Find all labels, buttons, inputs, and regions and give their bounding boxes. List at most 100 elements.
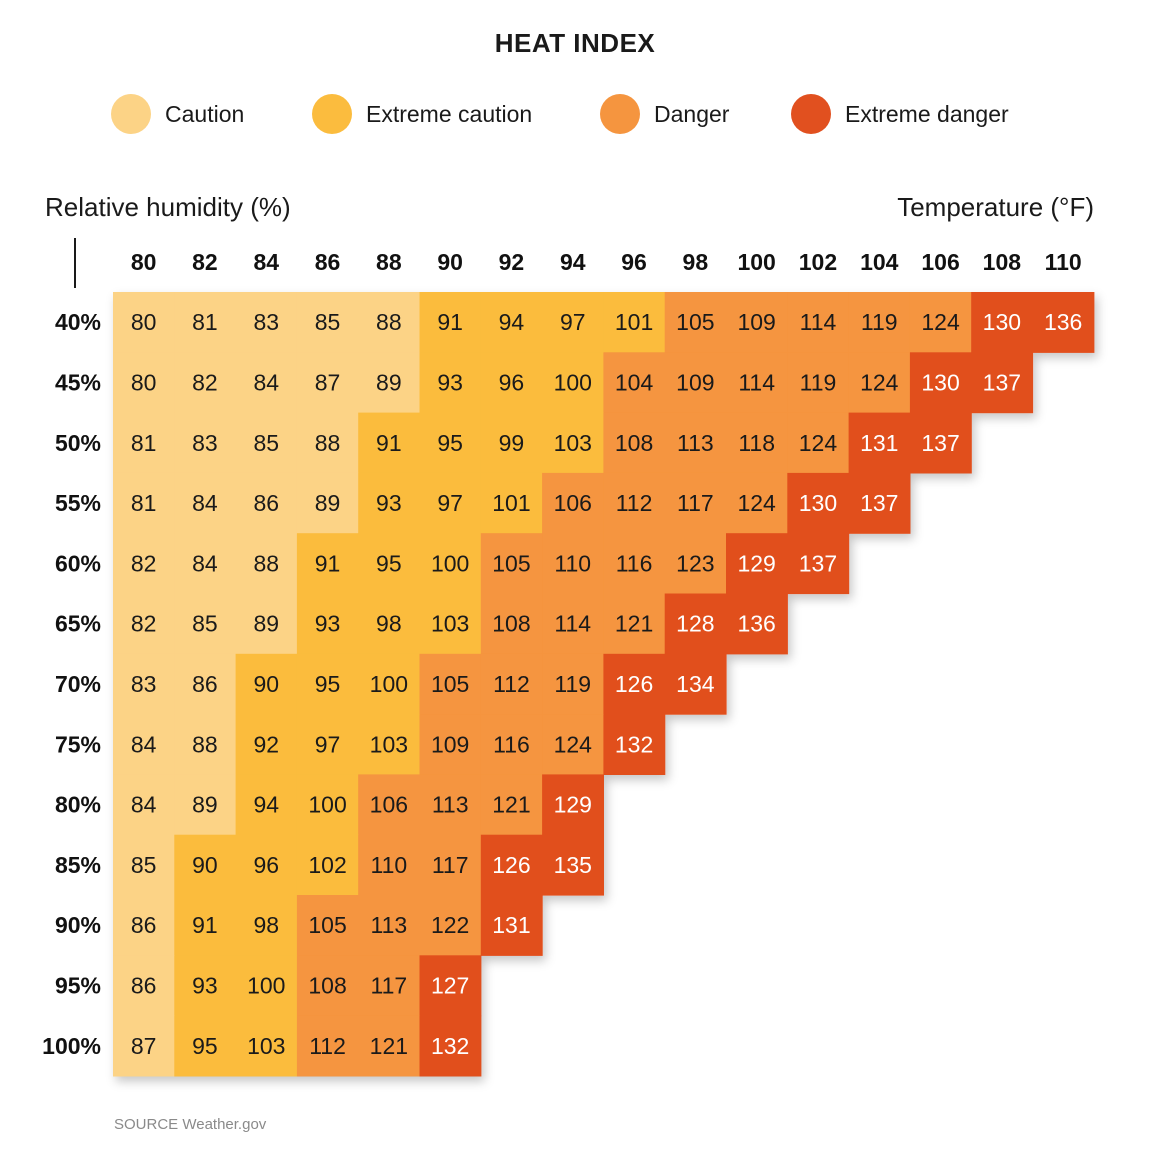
- heat-cell: [296, 412, 359, 474]
- heat-cell-value: 98: [376, 611, 402, 637]
- heat-cell-value: 108: [492, 611, 530, 637]
- column-label: 82: [192, 249, 218, 275]
- heat-cell-value: 112: [616, 490, 653, 516]
- heat-cell-value: 98: [253, 912, 279, 938]
- heat-cell-value: 130: [921, 369, 959, 395]
- heat-cell-value: 121: [370, 1033, 408, 1059]
- heat-cell: [603, 593, 666, 655]
- chart-title: HEAT INDEX: [494, 28, 656, 58]
- heat-cell-value: 86: [131, 972, 157, 998]
- heat-cell: [480, 412, 543, 474]
- heat-cell-value: 113: [371, 912, 408, 938]
- heat-cell-value: 86: [253, 490, 279, 516]
- heat-cell: [174, 593, 237, 655]
- heat-cell: [419, 1015, 482, 1077]
- heat-cell-value: 105: [308, 912, 346, 938]
- heat-cell: [603, 292, 666, 353]
- heat-cell-value: 119: [554, 671, 591, 697]
- heat-cell: [358, 714, 421, 775]
- heat-cell-value: 103: [431, 611, 469, 637]
- heat-cell: [235, 714, 298, 775]
- heat-cell: [419, 533, 482, 595]
- legend: Caution Extreme caution Danger Extreme d…: [0, 92, 1160, 136]
- heat-cell-value: 132: [431, 1033, 469, 1059]
- heat-cell: [419, 412, 482, 474]
- heat-cell-value: 82: [131, 611, 157, 637]
- heat-cell: [235, 472, 298, 534]
- heat-cell: [358, 955, 421, 1017]
- heat-cell-value: 122: [431, 912, 469, 938]
- heat-cell: [358, 352, 421, 414]
- heat-cell: [542, 774, 604, 836]
- heat-cell-value: 91: [376, 430, 402, 456]
- heat-cell: [542, 593, 604, 655]
- heat-cell-value: 84: [192, 490, 218, 516]
- heat-cell: [113, 895, 175, 956]
- heat-cell: [480, 774, 543, 836]
- heat-cell: [787, 533, 850, 595]
- heat-cell-value: 93: [437, 369, 463, 395]
- heat-cell-value: 124: [799, 430, 838, 456]
- heat-cell-value: 95: [376, 550, 402, 576]
- heat-cell-value: 100: [554, 369, 592, 395]
- heat-cell: [419, 593, 482, 655]
- heat-cell-value: 130: [799, 490, 837, 516]
- heat-cell-value: 88: [192, 731, 218, 757]
- column-label: 88: [376, 249, 402, 275]
- heat-cell: [664, 292, 727, 353]
- heat-cell: [296, 955, 359, 1017]
- heat-cell-value: 86: [192, 671, 218, 697]
- heat-cell-value: 100: [431, 550, 469, 576]
- heat-cell: [664, 352, 727, 414]
- heat-cell-value: 114: [738, 369, 775, 395]
- heat-cell: [113, 653, 175, 715]
- heat-cell-value: 102: [308, 852, 346, 878]
- heat-cell-value: 88: [253, 550, 279, 576]
- heat-cell: [419, 292, 482, 353]
- heat-cell: [419, 774, 482, 836]
- heat-cell-value: 109: [676, 369, 714, 395]
- heat-cell: [358, 472, 421, 534]
- heat-cell-value: 124: [737, 490, 776, 516]
- heat-cell: [235, 292, 298, 353]
- heat-cell-value: 113: [432, 792, 469, 818]
- heat-cell: [235, 895, 298, 956]
- heat-cell: [358, 533, 421, 595]
- column-label: 90: [437, 249, 463, 275]
- heat-cell: [235, 533, 298, 595]
- heat-cell: [235, 955, 298, 1017]
- heat-cell: [113, 1015, 175, 1077]
- heat-cell-value: 136: [1044, 309, 1082, 335]
- heat-cell-value: 87: [131, 1033, 157, 1059]
- row-label: 95%: [55, 972, 101, 998]
- heat-cell: [174, 774, 237, 836]
- heat-cell: [787, 412, 850, 474]
- heat-cell-value: 132: [615, 731, 653, 757]
- heat-cell: [419, 834, 482, 896]
- heat-cell: [113, 593, 175, 655]
- heat-cell: [848, 412, 911, 474]
- heat-cell-value: 89: [376, 369, 402, 395]
- heat-cell-value: 101: [492, 490, 530, 516]
- heat-cell: [971, 352, 1034, 414]
- legend-item-extreme-danger: Extreme danger: [791, 92, 1009, 136]
- heat-cell-value: 119: [800, 369, 837, 395]
- heat-cell: [113, 412, 175, 474]
- heat-cell-value: 124: [554, 731, 593, 757]
- heat-cell-value: 110: [554, 550, 591, 576]
- heat-cell: [664, 653, 727, 715]
- heat-cell: [726, 292, 788, 353]
- y-axis-label: Relative humidity (%): [45, 192, 291, 222]
- heat-cell-value: 119: [861, 309, 898, 335]
- heat-cell-value: 101: [615, 309, 653, 335]
- heat-cell-value: 112: [309, 1033, 346, 1059]
- heat-cell-value: 124: [860, 369, 899, 395]
- heat-cell: [113, 472, 175, 534]
- heat-cell: [419, 895, 482, 956]
- row-label: 80%: [55, 792, 101, 818]
- heat-cell-value: 93: [376, 490, 402, 516]
- heat-cell: [726, 412, 788, 474]
- row-label: 40%: [55, 309, 101, 335]
- heat-cell: [174, 472, 237, 534]
